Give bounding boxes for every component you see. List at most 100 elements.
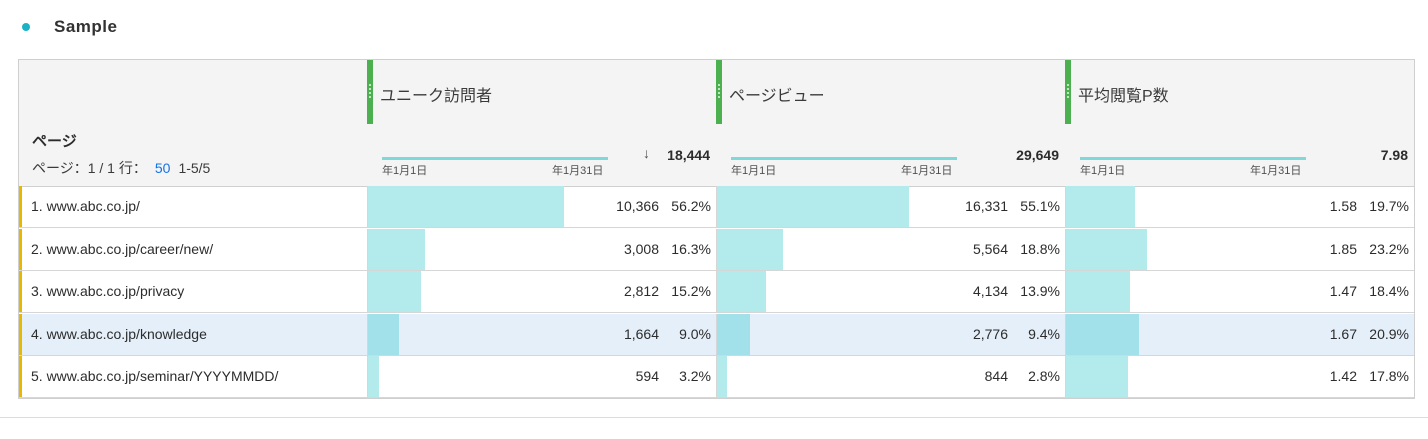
metric-total: 18,444 [667, 147, 710, 163]
metric-cell[interactable]: 16,331 55.1% [716, 186, 1065, 227]
metric-total: 29,649 [1016, 147, 1059, 163]
percent-bar [717, 271, 766, 313]
pagination: ページ：1 / 1 行： 50 1-5/5 [32, 158, 210, 178]
table-header: ユニーク訪問者 ページビュー 平均閲覧P数 [19, 60, 1414, 125]
drag-handle-icon[interactable] [1065, 60, 1071, 124]
cell-value: 10,366 [616, 198, 659, 214]
freeform-table: ユニーク訪問者 ページビュー 平均閲覧P数 ページ ページ：1 / 1 行： 50… [18, 59, 1415, 399]
cell-value: 16,331 [965, 198, 1008, 214]
cell-percent: 2.8% [1028, 368, 1060, 385]
row-accent [19, 228, 22, 270]
percent-bar [368, 356, 379, 398]
percent-bar [1066, 186, 1135, 227]
pager-range: 1-5/5 [178, 160, 211, 176]
cell-percent: 16.3% [671, 240, 711, 257]
metric-cell[interactable]: 2,812 15.2% [367, 271, 716, 313]
drag-handle-icon[interactable] [367, 60, 373, 124]
table-row[interactable]: 5. www.abc.co.jp/seminar/YYYYMMDD/594 3.2… [19, 356, 1414, 399]
metric-cell[interactable]: 10,366 56.2% [367, 186, 716, 227]
cell-percent: 55.1% [1020, 198, 1060, 214]
percent-bar [717, 228, 783, 270]
drag-handle-icon[interactable] [716, 60, 722, 124]
trend-sparkline [731, 157, 957, 160]
metric-cell[interactable]: 844 2.8% [716, 356, 1065, 398]
metric-cell[interactable]: 3,008 16.3% [367, 228, 716, 270]
cell-value: 2,812 [623, 283, 659, 300]
cell-value: 4,134 [972, 283, 1008, 300]
percent-bar [717, 313, 750, 355]
percent-bar [368, 228, 425, 270]
summary-row: ページ ページ：1 / 1 行： 50 1-5/5 年1月1日 年1月31日 ↓ 1… [19, 124, 1414, 187]
metric-header-0[interactable]: ユニーク訪問者 [367, 60, 716, 124]
arrow-down-icon[interactable]: ↓ [643, 145, 650, 161]
row-label[interactable]: 5. www.abc.co.jp/seminar/YYYYMMDD/ [31, 368, 279, 385]
percent-bar [1066, 271, 1130, 313]
table-row[interactable]: 4. www.abc.co.jp/knowledge 1,664 9.0% 2,776… [19, 313, 1414, 356]
percent-bar [1066, 228, 1147, 270]
table-row[interactable]: 2. www.abc.co.jp/career/new/3,008 16.3% 5,… [19, 228, 1414, 271]
metric-header-1[interactable]: ページビュー [716, 60, 1065, 124]
divider [0, 417, 1428, 418]
metric-cell[interactable]: 1,664 9.0% [367, 313, 716, 355]
percent-bar [1066, 356, 1128, 398]
metric-total: 7.98 [1380, 147, 1408, 163]
panel-title-row: Sample [22, 14, 117, 40]
row-accent [19, 356, 22, 398]
cell-percent: 18.4% [1369, 283, 1409, 300]
date-end: 年1月31日 [1250, 165, 1302, 177]
metric-cell[interactable]: 2,776 9.4% [716, 313, 1065, 355]
date-start: 年1月1日 [382, 165, 428, 177]
metric-cell[interactable]: 5,564 18.8% [716, 228, 1065, 270]
row-label[interactable]: 3. www.abc.co.jp/privacy [31, 283, 185, 300]
metric-header-2[interactable]: 平均閲覧P数 [1065, 60, 1414, 124]
pager-prefix: ページ：1 / 1 行： [32, 160, 147, 176]
percent-bar [368, 271, 421, 313]
row-label[interactable]: 1. www.abc.co.jp/ [31, 198, 140, 214]
percent-bar [717, 186, 909, 227]
panel-title[interactable]: Sample [54, 17, 118, 36]
trend-sparkline [1080, 157, 1306, 160]
percent-bar [1066, 313, 1139, 355]
cell-value: 1,664 [623, 325, 659, 342]
metric-cell[interactable]: 1.58 19.7% [1065, 186, 1414, 227]
row-label[interactable]: 2. www.abc.co.jp/career/new/ [31, 240, 214, 257]
metric-summary-0: 年1月1日 年1月31日 ↓ 18,444 [367, 124, 716, 186]
percent-bar [368, 313, 399, 355]
cell-value: 5,564 [972, 240, 1008, 257]
cell-percent: 15.2% [671, 283, 711, 300]
percent-bar [368, 186, 564, 227]
cell-percent: 23.2% [1369, 240, 1409, 257]
cell-value: 1.85 [1329, 240, 1357, 257]
cell-percent: 19.7% [1369, 198, 1409, 214]
metric-cell[interactable]: 1.67 20.9% [1065, 313, 1414, 355]
cell-value: 1.58 [1329, 198, 1357, 214]
metric-cell[interactable]: 594 3.2% [367, 356, 716, 398]
cell-percent: 9.4% [1028, 325, 1060, 342]
metric-cell[interactable]: 4,134 13.9% [716, 271, 1065, 313]
date-start: 年1月1日 [731, 165, 777, 177]
row-accent [19, 186, 22, 227]
cell-value: 3,008 [623, 240, 659, 257]
percent-bar [717, 356, 727, 398]
panel-status-dot [22, 23, 30, 31]
row-label[interactable]: 4. www.abc.co.jp/knowledge [31, 325, 207, 342]
cell-percent: 17.8% [1369, 368, 1409, 385]
metric-summary-1: 年1月1日 年1月31日 29,649 [716, 124, 1065, 186]
date-start: 年1月1日 [1080, 165, 1126, 177]
cell-percent: 56.2% [671, 198, 711, 214]
metric-cell[interactable]: 1.85 23.2% [1065, 228, 1414, 270]
cell-percent: 20.9% [1369, 325, 1409, 342]
date-end: 年1月31日 [901, 165, 953, 177]
rows-per-page-link[interactable]: 50 [154, 160, 171, 176]
metric-cell[interactable]: 1.47 18.4% [1065, 271, 1414, 313]
row-accent [19, 313, 22, 355]
cell-value: 1.67 [1329, 325, 1357, 342]
cell-value: 844 [984, 368, 1008, 385]
cell-percent: 18.8% [1020, 240, 1060, 257]
metric-summary-2: 年1月1日 年1月31日 7.98 [1065, 124, 1414, 186]
cell-value: 2,776 [972, 325, 1008, 342]
metric-cell[interactable]: 1.42 17.8% [1065, 356, 1414, 398]
cell-value: 1.47 [1329, 283, 1357, 300]
table-row[interactable]: 1. www.abc.co.jp/10,366 56.2% 16,331 55.1% 1… [19, 186, 1414, 228]
table-row[interactable]: 3. www.abc.co.jp/privacy 2,812 15.2% 4,134 1… [19, 271, 1414, 314]
